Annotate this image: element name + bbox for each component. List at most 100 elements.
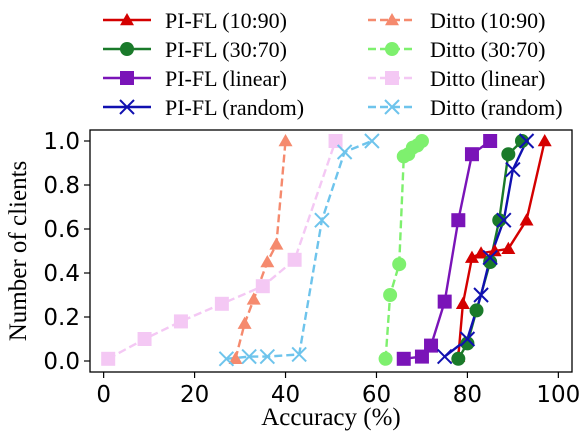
data-point xyxy=(396,351,411,366)
data-point-stroke-2 xyxy=(241,348,257,365)
data-point xyxy=(414,349,429,364)
legend-label: PI-FL (10:90) xyxy=(165,8,287,33)
data-point xyxy=(473,287,489,303)
legend-marker xyxy=(385,71,399,85)
data-point xyxy=(101,351,116,366)
legend-item: Ditto (linear) xyxy=(368,66,545,91)
x-tick-label: 100 xyxy=(536,382,580,408)
series-line xyxy=(403,140,491,360)
data-point xyxy=(518,133,535,149)
data-point xyxy=(483,134,498,148)
data-point-stroke-2 xyxy=(364,133,380,149)
data-point xyxy=(392,257,407,272)
data-point xyxy=(469,303,484,318)
data-point xyxy=(474,246,489,259)
data-point xyxy=(492,213,507,228)
data-point xyxy=(519,213,534,226)
data-point-stroke-2 xyxy=(518,133,535,149)
data-point xyxy=(464,147,479,162)
y-tick-label: 0.2 xyxy=(43,305,80,331)
data-point xyxy=(173,314,188,329)
legend-marker xyxy=(120,71,134,85)
x-tick-label: 20 xyxy=(180,382,209,408)
legend-item: Ditto (10:90) xyxy=(368,8,546,33)
legend-item: Ditto (30:70) xyxy=(368,37,546,62)
data-point xyxy=(451,213,466,228)
data-point xyxy=(451,351,466,366)
data-point-stroke-2 xyxy=(505,161,521,178)
data-point xyxy=(255,279,270,294)
plot-frame xyxy=(89,129,573,373)
data-point xyxy=(487,244,502,257)
data-point-stroke-2 xyxy=(459,331,476,347)
x-tick-label: 40 xyxy=(271,382,300,408)
data-point xyxy=(291,346,307,363)
data-point xyxy=(501,241,516,255)
legend-marker xyxy=(385,42,399,56)
legend-item: Ditto (random) xyxy=(368,95,563,120)
data-point xyxy=(437,294,452,309)
data-point-stroke-2 xyxy=(259,348,276,365)
data-point xyxy=(241,348,257,365)
data-point xyxy=(228,351,243,365)
x-tick-label: 60 xyxy=(362,382,391,408)
data-point-stroke-2 xyxy=(436,348,453,365)
legend-label: Ditto (random) xyxy=(430,95,563,120)
legend-item: PI-FL (linear) xyxy=(103,66,287,91)
data-point xyxy=(269,237,284,250)
data-point xyxy=(459,331,476,347)
data-point xyxy=(246,292,261,305)
data-point xyxy=(237,316,252,329)
legend-marker xyxy=(120,42,134,56)
data-point xyxy=(328,134,343,148)
x-tick-label: 80 xyxy=(453,382,482,408)
series-markers xyxy=(101,133,552,367)
data-point xyxy=(364,133,380,149)
legend-item: PI-FL (10:90) xyxy=(103,8,287,33)
data-point-stroke-2 xyxy=(336,144,353,160)
series-line xyxy=(443,140,528,358)
data-point xyxy=(414,134,429,148)
data-point xyxy=(424,338,439,353)
legend-label: PI-FL (linear) xyxy=(165,66,287,91)
data-point xyxy=(482,249,498,266)
y-tick-label: 0.0 xyxy=(43,349,80,375)
data-point xyxy=(496,212,512,228)
data-point xyxy=(436,348,453,365)
x-tick-label: 0 xyxy=(96,382,111,408)
data-point xyxy=(314,212,330,228)
data-point xyxy=(218,351,235,367)
data-point xyxy=(483,255,498,269)
data-point-stroke-2 xyxy=(218,351,235,367)
data-point xyxy=(505,161,521,178)
data-point xyxy=(378,351,393,366)
data-point xyxy=(278,134,293,147)
data-point xyxy=(214,296,229,311)
x-axis-title: Accuracy (%) xyxy=(261,404,401,431)
data-point xyxy=(336,144,353,160)
data-point xyxy=(287,252,302,267)
axes: 0 20 40 60 80 100 0.0 0.2 0.4 0.6 0.8 1.0 xyxy=(43,129,580,408)
data-point-stroke-2 xyxy=(473,287,489,303)
legend-item: PI-FL (random) xyxy=(103,95,304,120)
data-point xyxy=(137,332,152,346)
legend-marker-stroke-2 xyxy=(384,99,400,115)
y-tick-label: 0.6 xyxy=(43,217,80,243)
data-point xyxy=(260,255,275,268)
data-point xyxy=(383,288,398,302)
data-point xyxy=(501,147,516,162)
data-point xyxy=(464,250,479,263)
data-point-stroke-2 xyxy=(496,212,512,228)
legend-marker xyxy=(385,13,399,26)
legend: PI-FL (10:90) Ditto (10:90) PI-FL (30:70) D… xyxy=(103,8,563,120)
series-line xyxy=(384,140,423,359)
legend-label: Ditto (linear) xyxy=(430,66,545,91)
legend-label: PI-FL (random) xyxy=(165,95,304,120)
legend-marker xyxy=(120,13,134,26)
legend-marker xyxy=(384,99,400,115)
data-point-stroke-2 xyxy=(314,212,330,228)
data-point xyxy=(259,348,276,365)
data-point xyxy=(460,336,475,351)
legend-label: Ditto (10:90) xyxy=(430,8,546,33)
